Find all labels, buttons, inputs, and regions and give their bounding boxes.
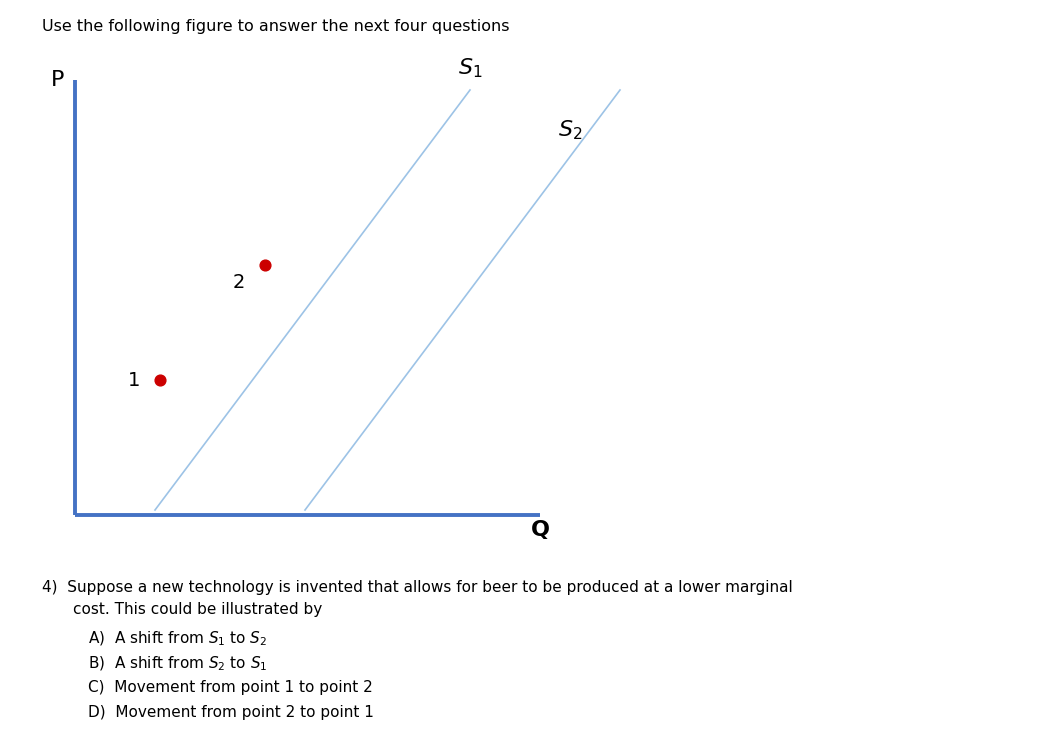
Text: Use the following figure to answer the next four questions: Use the following figure to answer the n…	[42, 18, 509, 33]
Text: C)  Movement from point 1 to point 2: C) Movement from point 1 to point 2	[88, 680, 373, 695]
Text: D)  Movement from point 2 to point 1: D) Movement from point 2 to point 1	[88, 705, 374, 720]
Text: 1: 1	[128, 371, 140, 389]
Text: B)  A shift from $S_2$ to $S_1$: B) A shift from $S_2$ to $S_1$	[88, 655, 268, 673]
Text: Q: Q	[531, 520, 550, 540]
Text: $S_2$: $S_2$	[558, 118, 582, 142]
Text: cost. This could be illustrated by: cost. This could be illustrated by	[73, 602, 322, 617]
Text: P: P	[51, 70, 64, 90]
Text: 2: 2	[233, 273, 245, 292]
Point	[152, 374, 168, 386]
Text: $S_1$: $S_1$	[458, 56, 482, 80]
Text: A)  A shift from $S_1$ to $S_2$: A) A shift from $S_1$ to $S_2$	[88, 630, 268, 648]
Point	[257, 259, 273, 271]
Text: 4)  Suppose a new technology is invented that allows for beer to be produced at : 4) Suppose a new technology is invented …	[42, 580, 793, 595]
